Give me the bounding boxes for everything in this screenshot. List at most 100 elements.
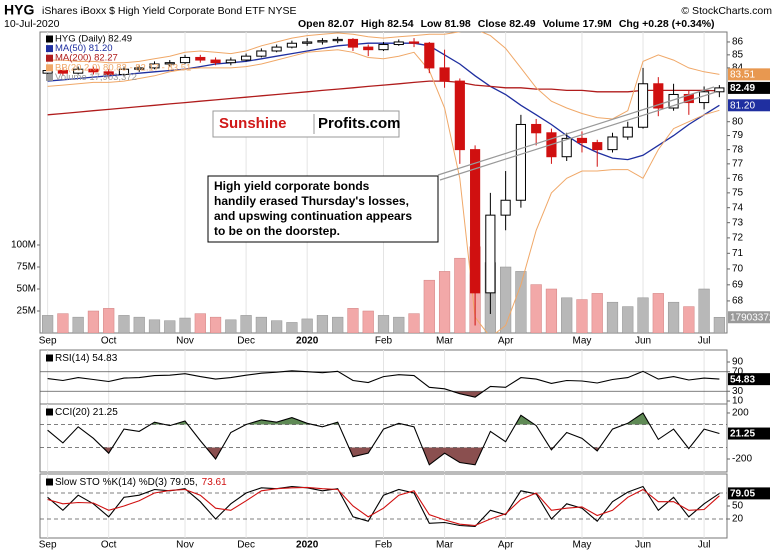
- candle-body: [714, 87, 725, 93]
- x-tick-label: Jul: [698, 540, 711, 551]
- x-tick-label: Apr: [498, 540, 514, 551]
- volume-bar: [545, 288, 558, 333]
- volume-tick-label: 25M: [17, 306, 36, 317]
- value-box: [728, 99, 770, 112]
- value-box: [728, 311, 770, 324]
- candle-body: [607, 136, 618, 151]
- candle-body: [332, 38, 343, 42]
- x-tick-label: Oct: [101, 540, 117, 551]
- candle-body: [637, 83, 649, 128]
- volume-tick-label: 100M: [11, 240, 36, 251]
- volume-bar: [42, 315, 54, 333]
- legend-swatch: [46, 35, 53, 43]
- volume-bar: [347, 308, 359, 333]
- value-box: [728, 427, 770, 440]
- candle-body: [653, 83, 664, 109]
- volume-bar: [148, 319, 161, 333]
- indicator-name: CCI(20) 21.25: [55, 407, 118, 418]
- legend-label: MA(50) 81.20: [55, 43, 113, 54]
- indicator-name: 73.61: [202, 477, 227, 488]
- y-tick-label: 200: [732, 408, 749, 419]
- candle-body: [256, 50, 267, 57]
- y-tick-label: 75: [732, 188, 744, 199]
- volume-bar: [591, 293, 603, 333]
- y-tick-label: 71: [732, 248, 744, 259]
- logo: Sunshine Profits.com: [212, 110, 401, 138]
- candle-body: [515, 123, 526, 201]
- volume-bar: [652, 293, 664, 333]
- note-line: handily erased Thursday's losses,: [214, 194, 409, 208]
- y-tick-label: 73: [732, 217, 744, 228]
- volume-bar: [255, 316, 267, 333]
- volume-bar: [622, 306, 634, 333]
- note: High yield corporate bonds handily erase…: [207, 175, 439, 243]
- candle-body: [73, 68, 84, 74]
- indicator-title: Slow STO %K(14) %D(3) 79.05, 73.61: [55, 477, 227, 488]
- candle-body: [561, 137, 572, 158]
- x-tick-label: May: [573, 540, 592, 551]
- volume-bar: [515, 271, 527, 333]
- note-line: and upswing continuation appears: [214, 209, 412, 223]
- value-box: [728, 487, 770, 500]
- x-tick-label: Feb: [375, 336, 393, 347]
- ticker: HYG: [4, 2, 34, 18]
- candle-body: [118, 68, 130, 75]
- volume-bar: [179, 317, 191, 333]
- candle-body: [439, 67, 450, 82]
- y-tick-label: 50: [732, 501, 744, 512]
- volume-bar: [561, 297, 573, 333]
- quote: Open 82.07 High 82.54 Low 81.98 Close 82.49…: [298, 18, 715, 30]
- volume-bar: [576, 299, 588, 333]
- x-tick-label: Jul: [698, 336, 711, 347]
- candle-body: [454, 80, 465, 151]
- x-tick-label: Sep: [39, 540, 57, 551]
- x-tick-label: Apr: [498, 336, 514, 347]
- volume-bar: [271, 320, 283, 333]
- candle-body: [592, 142, 603, 151]
- volume-bar: [286, 322, 298, 333]
- volume-bar: [209, 316, 222, 333]
- candle-body: [241, 55, 252, 61]
- y-tick-label: 84: [732, 63, 744, 74]
- candle-body: [393, 41, 404, 46]
- level-fill: [47, 447, 720, 465]
- candle-body: [408, 41, 420, 44]
- logo-red: Sunshine: [219, 115, 287, 132]
- legend-label: MA(200) 82.27: [55, 53, 118, 64]
- quote-item: Close 82.49: [478, 18, 536, 30]
- candle-body: [378, 44, 389, 51]
- overlay-line: [47, 80, 720, 116]
- value-box-label: 54.83: [730, 374, 755, 385]
- indicator-title: CCI(20) 21.25: [55, 407, 118, 418]
- volume-tick-label: 75M: [17, 262, 36, 273]
- candle-body: [424, 42, 435, 69]
- volume-bar: [362, 310, 374, 333]
- value-box: [728, 68, 770, 81]
- y-tick-label: 76: [732, 173, 744, 184]
- x-tick-label: Nov: [176, 336, 194, 347]
- volume-bar: [194, 313, 206, 333]
- y-tick-label: 77: [732, 158, 744, 169]
- volume-tick-label: 50M: [17, 284, 36, 295]
- y-tick-label: 10: [732, 396, 744, 407]
- indicator-title: RSI(14) 54.83: [55, 353, 118, 364]
- volume-bar: [87, 310, 100, 333]
- x-tick-label: Sep: [39, 336, 57, 347]
- volume-bar: [240, 315, 252, 333]
- volume-bar: [301, 318, 313, 333]
- legend-swatch: [46, 54, 53, 62]
- volume-bar: [500, 266, 512, 333]
- candle-body: [363, 46, 374, 51]
- candle-body: [88, 68, 99, 73]
- legend-swatch: [46, 64, 53, 72]
- x-tick-label: 2020: [296, 540, 319, 551]
- candle-body: [317, 40, 328, 43]
- volume-bar: [332, 316, 344, 333]
- x-tick-label: May: [573, 336, 592, 347]
- volume-bar: [667, 301, 680, 333]
- x-tick-label: Jun: [635, 540, 651, 551]
- candle-body: [302, 41, 313, 44]
- y-tick-label: 74: [732, 202, 744, 213]
